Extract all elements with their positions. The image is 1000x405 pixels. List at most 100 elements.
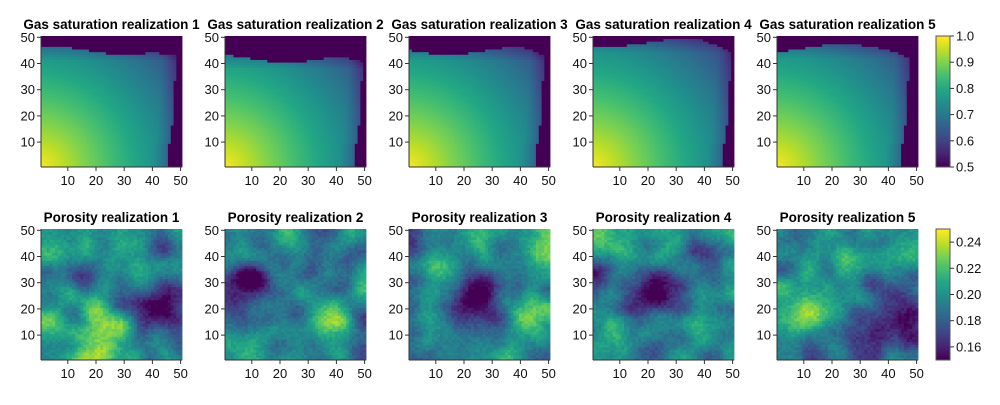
heatmap-cell xyxy=(100,138,103,141)
heatmap-cell xyxy=(267,52,270,55)
heatmap-cell xyxy=(165,36,168,39)
heatmap-cell xyxy=(349,112,352,115)
heatmap-cell xyxy=(176,88,179,91)
heatmap-cell xyxy=(64,104,67,107)
heatmap-cell xyxy=(49,57,52,60)
heatmap-cell xyxy=(279,44,282,47)
heatmap-cell xyxy=(239,115,242,118)
heatmap-cell xyxy=(287,115,290,118)
heatmap-cell xyxy=(332,120,335,123)
heatmap-cell xyxy=(52,86,55,89)
heatmap-cell xyxy=(346,54,349,57)
heatmap-cell xyxy=(307,60,310,63)
heatmap-cell xyxy=(310,149,313,152)
heatmap-cell xyxy=(75,70,78,73)
heatmap-cell xyxy=(89,138,92,141)
heatmap-cell xyxy=(143,128,146,131)
heatmap-cell xyxy=(335,54,338,57)
heatmap-cell xyxy=(112,133,115,136)
heatmap-cell xyxy=(267,157,270,160)
heatmap-cell xyxy=(307,57,310,60)
heatmap-cell xyxy=(312,125,315,128)
heatmap-cell xyxy=(75,81,78,84)
heatmap-cell xyxy=(304,46,307,49)
heatmap-cell xyxy=(176,91,179,94)
heatmap-cell xyxy=(349,107,352,110)
heatmap-cell xyxy=(321,49,324,52)
heatmap-cell xyxy=(349,41,352,44)
heatmap-cell xyxy=(228,154,231,157)
heatmap-cell xyxy=(112,81,115,84)
heatmap-cell xyxy=(312,157,315,160)
heatmap-cell xyxy=(49,141,52,144)
heatmap-cell xyxy=(114,146,117,149)
heatmap-cell xyxy=(248,99,251,102)
heatmap-cell xyxy=(318,86,321,89)
heatmap-cell xyxy=(293,128,296,131)
heatmap-cell xyxy=(248,138,251,141)
heatmap-cell xyxy=(301,91,304,94)
heatmap-cell xyxy=(363,70,366,73)
heatmap-cell xyxy=(329,54,332,57)
heatmap-cell xyxy=(363,81,366,84)
heatmap-cell xyxy=(287,104,290,107)
heatmap-cell xyxy=(287,75,290,78)
heatmap-cell xyxy=(103,54,106,57)
heatmap-cell xyxy=(148,122,151,125)
heatmap-cell xyxy=(44,60,47,63)
heatmap-cell xyxy=(123,86,126,89)
heatmap-cell xyxy=(58,67,61,70)
heatmap-cell xyxy=(338,149,341,152)
heatmap-cell xyxy=(321,125,324,128)
heatmap-cell xyxy=(248,46,251,49)
heatmap-cell xyxy=(159,138,162,141)
heatmap-cell xyxy=(154,125,157,128)
heatmap-cell xyxy=(338,73,341,76)
heatmap-cell xyxy=(228,109,231,112)
heatmap-cell xyxy=(267,49,270,52)
heatmap-cell xyxy=(231,146,234,149)
heatmap-cell xyxy=(346,96,349,99)
heatmap-cell xyxy=(179,57,182,60)
heatmap-cell xyxy=(301,130,304,133)
heatmap-cell xyxy=(352,41,355,44)
heatmap-cell xyxy=(293,107,296,110)
heatmap-cell xyxy=(176,151,179,154)
heatmap-cell xyxy=(75,65,78,68)
heatmap-cell xyxy=(58,86,61,89)
heatmap-cell xyxy=(162,86,165,89)
heatmap-cell xyxy=(171,133,174,136)
heatmap-cell xyxy=(304,151,307,154)
heatmap-cell xyxy=(335,91,338,94)
heatmap-cell xyxy=(267,67,270,70)
heatmap-cell xyxy=(245,39,248,42)
heatmap-cell xyxy=(321,94,324,97)
heatmap-cell xyxy=(92,70,95,73)
heatmap-cell xyxy=(134,146,137,149)
heatmap-cell xyxy=(284,120,287,123)
heatmap-cell xyxy=(343,141,346,144)
heatmap-cell xyxy=(329,138,332,141)
heatmap-cell xyxy=(253,39,256,42)
heatmap-cell xyxy=(341,102,344,105)
heatmap-cell xyxy=(112,94,115,97)
heatmap-cell xyxy=(279,159,282,162)
heatmap-cell xyxy=(44,49,47,52)
heatmap-cell xyxy=(174,39,177,42)
heatmap-cell xyxy=(140,44,143,47)
heatmap-cell xyxy=(52,102,55,105)
heatmap-cell xyxy=(358,54,361,57)
heatmap-cell xyxy=(120,96,123,99)
heatmap-cell xyxy=(97,136,100,139)
heatmap-cell xyxy=(154,107,157,110)
heatmap-cell xyxy=(78,41,81,44)
heatmap-cell xyxy=(131,133,134,136)
heatmap-cell xyxy=(114,54,117,57)
heatmap-cell xyxy=(159,157,162,160)
heatmap-cell xyxy=(327,70,330,73)
heatmap-cell xyxy=(284,138,287,141)
heatmap-cell xyxy=(335,154,338,157)
heatmap-cell xyxy=(123,157,126,160)
heatmap-cell xyxy=(290,91,293,94)
heatmap-cell xyxy=(143,65,146,68)
